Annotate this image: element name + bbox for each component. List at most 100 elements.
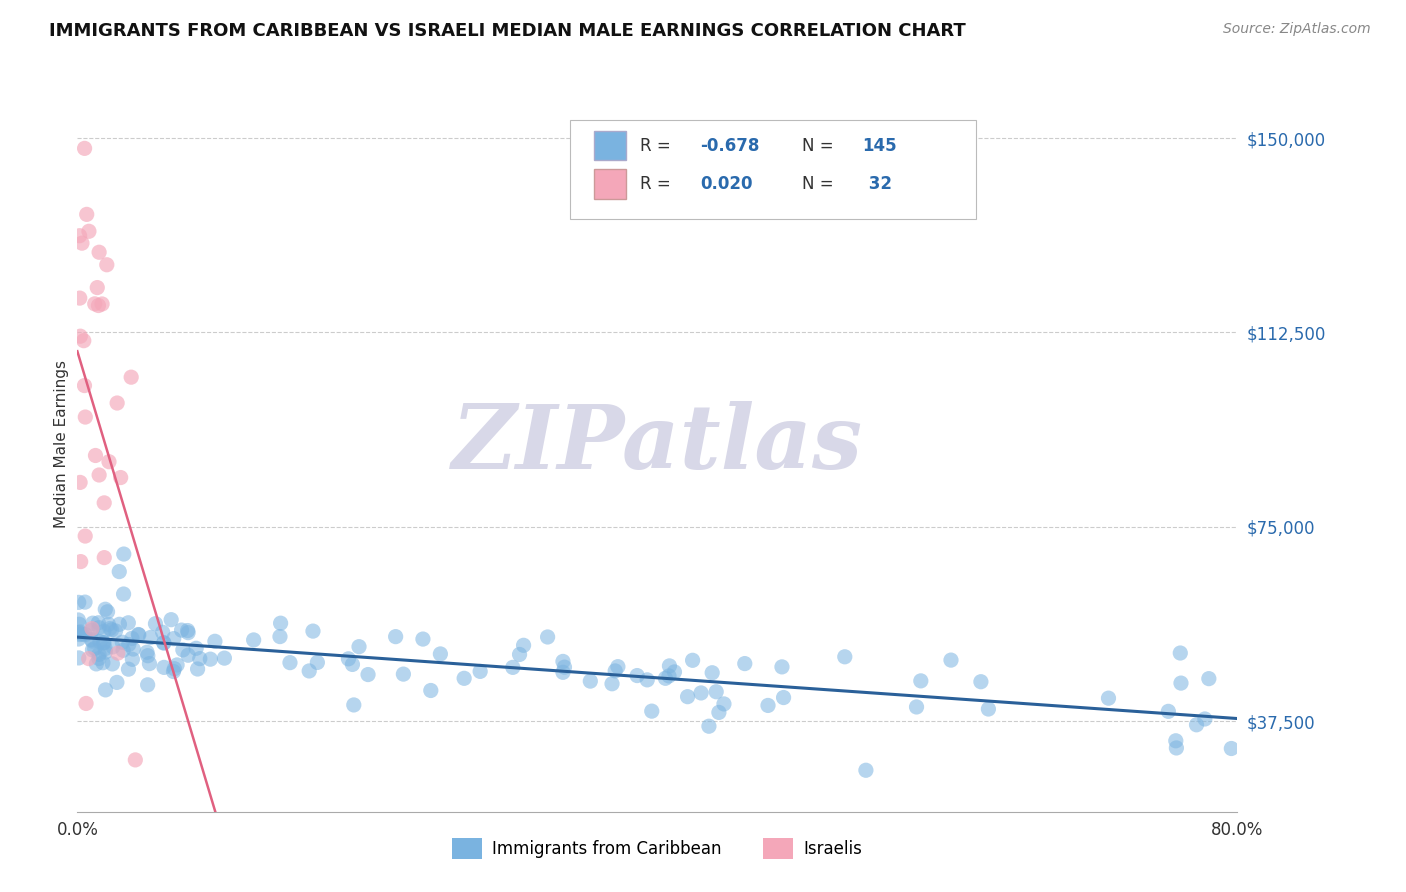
Point xyxy=(392,667,415,681)
Point xyxy=(69,475,91,490)
Point xyxy=(77,651,100,665)
Point xyxy=(112,643,135,657)
FancyBboxPatch shape xyxy=(593,169,626,199)
Point xyxy=(139,631,162,645)
Point xyxy=(69,627,91,641)
Point xyxy=(1097,691,1119,706)
Point xyxy=(606,659,628,673)
Point xyxy=(73,595,96,609)
Point xyxy=(153,660,176,674)
Point xyxy=(357,667,380,681)
Point xyxy=(1166,741,1188,756)
Point xyxy=(108,617,131,632)
Point xyxy=(94,641,117,656)
Point xyxy=(122,642,145,657)
Point xyxy=(86,280,108,294)
Point xyxy=(1198,672,1220,686)
Point xyxy=(67,595,90,609)
Point xyxy=(163,662,186,676)
Point xyxy=(1170,676,1192,690)
Point xyxy=(104,624,127,638)
Point xyxy=(80,632,103,647)
Point xyxy=(87,621,110,635)
Point xyxy=(697,719,720,733)
Point xyxy=(94,645,117,659)
Point xyxy=(412,632,434,646)
Point xyxy=(690,686,713,700)
Text: N =: N = xyxy=(803,175,839,193)
Point xyxy=(87,245,110,260)
Point xyxy=(67,617,90,632)
Point xyxy=(89,634,111,648)
Point xyxy=(86,657,108,671)
Point xyxy=(117,615,139,630)
Point xyxy=(343,698,366,712)
Point xyxy=(204,634,226,648)
Point xyxy=(152,625,174,640)
Point xyxy=(162,665,184,679)
Point xyxy=(605,664,627,678)
Point xyxy=(136,645,159,659)
Text: R =: R = xyxy=(640,136,676,154)
Point xyxy=(172,643,194,657)
Text: R =: R = xyxy=(640,175,676,193)
Point xyxy=(75,410,97,425)
Point xyxy=(1157,704,1180,718)
Y-axis label: Median Male Earnings: Median Male Earnings xyxy=(53,359,69,528)
Point xyxy=(70,236,93,251)
Point xyxy=(910,673,932,688)
Point xyxy=(153,636,176,650)
Text: -0.678: -0.678 xyxy=(700,136,759,154)
Point xyxy=(128,628,150,642)
Point xyxy=(600,677,623,691)
Point xyxy=(112,547,135,561)
Point xyxy=(82,634,104,648)
Point xyxy=(117,662,139,676)
Point xyxy=(429,647,451,661)
Point xyxy=(770,660,793,674)
Point xyxy=(77,224,100,238)
Point xyxy=(87,615,110,630)
Point xyxy=(96,258,118,272)
Point xyxy=(553,660,575,674)
Point xyxy=(69,228,91,243)
Point xyxy=(93,624,115,639)
Point xyxy=(342,657,364,672)
Point xyxy=(136,648,159,663)
Point xyxy=(453,671,475,685)
Point xyxy=(502,660,524,674)
Point xyxy=(160,613,183,627)
Point xyxy=(112,587,135,601)
Point xyxy=(67,651,90,665)
Point xyxy=(419,683,441,698)
Point xyxy=(939,653,962,667)
Point xyxy=(100,623,122,637)
Point xyxy=(512,638,534,652)
Point xyxy=(772,690,794,705)
Text: ZIPatlas: ZIPatlas xyxy=(451,401,863,487)
Point xyxy=(214,651,236,665)
Point xyxy=(734,657,756,671)
Point xyxy=(176,624,198,638)
Legend: Immigrants from Caribbean, Israelis: Immigrants from Caribbean, Israelis xyxy=(446,831,869,866)
Point xyxy=(82,643,104,657)
Point xyxy=(89,468,111,483)
Point xyxy=(551,665,574,680)
Point xyxy=(702,665,724,680)
Point xyxy=(298,664,321,678)
Point xyxy=(337,652,360,666)
FancyBboxPatch shape xyxy=(571,120,976,219)
Point xyxy=(536,630,558,644)
Point xyxy=(73,334,96,348)
Point xyxy=(551,654,574,668)
Point xyxy=(93,550,115,565)
Point xyxy=(87,299,110,313)
Point xyxy=(101,640,124,654)
Point xyxy=(84,449,107,463)
Point xyxy=(242,632,264,647)
Point xyxy=(94,602,117,616)
Point xyxy=(83,641,105,656)
Point xyxy=(970,674,993,689)
Point xyxy=(188,651,211,665)
Point xyxy=(177,648,200,663)
